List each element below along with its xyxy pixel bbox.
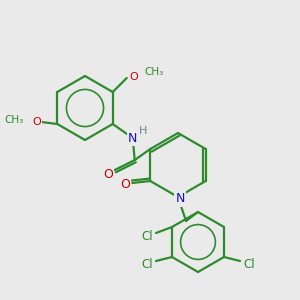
Text: O: O [32,117,41,127]
Text: Cl: Cl [243,259,255,272]
Text: H: H [139,126,147,136]
Text: O: O [120,178,130,190]
Text: N: N [175,193,185,206]
Text: O: O [103,169,113,182]
Text: N: N [128,131,137,145]
Text: Cl: Cl [141,259,153,272]
Text: CH₃: CH₃ [4,115,23,125]
Text: CH₃: CH₃ [145,67,164,77]
Text: Cl: Cl [141,230,153,242]
Text: O: O [129,72,138,82]
